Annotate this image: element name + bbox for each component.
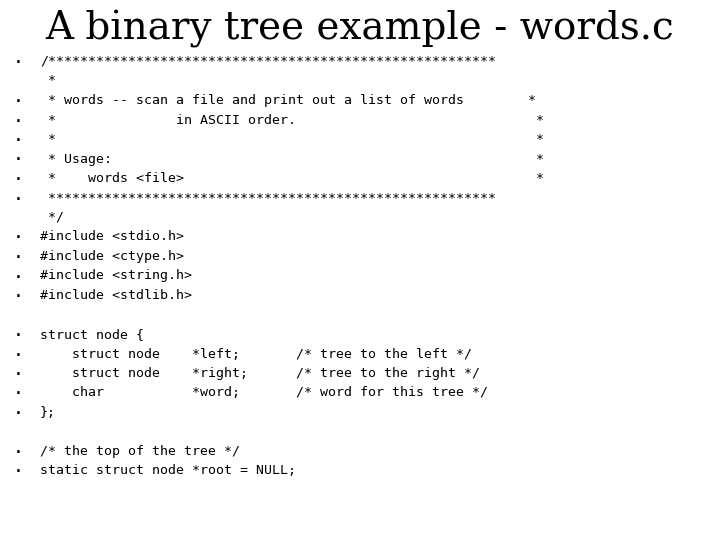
Text: A binary tree example - words.c: A binary tree example - words.c (45, 10, 675, 48)
Text: static struct node *root = NULL;: static struct node *root = NULL; (40, 464, 296, 477)
Text: char           *word;       /* word for this tree */: char *word; /* word for this tree */ (40, 387, 488, 400)
Text: ********************************************************: ****************************************… (40, 192, 496, 205)
Text: #include <stdio.h>: #include <stdio.h> (40, 231, 184, 244)
Text: */: */ (40, 211, 64, 224)
Text: ·: · (14, 192, 22, 206)
Text: ·: · (14, 289, 22, 304)
Text: ·: · (14, 464, 22, 480)
Text: ·: · (14, 152, 22, 167)
Text: *: * (40, 75, 56, 87)
Text: /********************************************************: /***************************************… (40, 55, 496, 68)
Text: *                                                            *: * * (40, 133, 544, 146)
Text: #include <stdlib.h>: #include <stdlib.h> (40, 289, 192, 302)
Text: /* the top of the tree */: /* the top of the tree */ (40, 445, 240, 458)
Text: ·: · (14, 94, 22, 109)
Text: ·: · (14, 172, 22, 187)
Text: ·: · (14, 445, 22, 460)
Text: #include <ctype.h>: #include <ctype.h> (40, 250, 184, 263)
Text: #include <string.h>: #include <string.h> (40, 269, 192, 282)
Text: struct node    *left;       /* tree to the left */: struct node *left; /* tree to the left *… (40, 348, 472, 361)
Text: * Usage:                                                     *: * Usage: * (40, 152, 544, 165)
Text: ·: · (14, 231, 22, 246)
Text: ·: · (14, 269, 22, 285)
Text: struct node    *right;      /* tree to the right */: struct node *right; /* tree to the right… (40, 367, 480, 380)
Text: ·: · (14, 406, 22, 421)
Text: * words -- scan a file and print out a list of words        *: * words -- scan a file and print out a l… (40, 94, 536, 107)
Text: ·: · (14, 55, 22, 70)
Text: ·: · (14, 328, 22, 343)
Text: *    words <file>                                            *: * words <file> * (40, 172, 544, 185)
Text: ·: · (14, 113, 22, 129)
Text: ·: · (14, 348, 22, 362)
Text: struct node {: struct node { (40, 328, 144, 341)
Text: };: }; (40, 406, 56, 419)
Text: ·: · (14, 133, 22, 148)
Text: ·: · (14, 250, 22, 265)
Text: *               in ASCII order.                              *: * in ASCII order. * (40, 113, 544, 126)
Text: ·: · (14, 367, 22, 382)
Text: ·: · (14, 387, 22, 402)
